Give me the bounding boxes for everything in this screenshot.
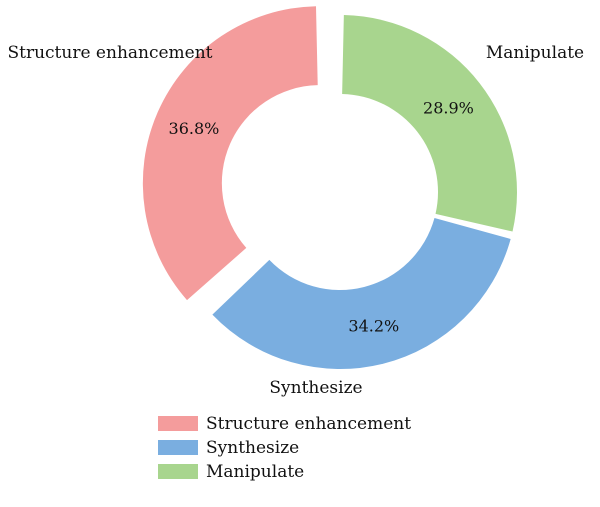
legend-swatch-structure-enhancement bbox=[158, 416, 198, 431]
pct-label-structure-enhancement: 36.8% bbox=[169, 119, 220, 138]
slices-group bbox=[142, 6, 517, 369]
pct-label-manipulate: 28.9% bbox=[423, 98, 474, 117]
legend-label-synthesize: Synthesize bbox=[206, 438, 299, 458]
legend-label-structure-enhancement: Structure enhancement bbox=[206, 414, 411, 434]
outer-label-manipulate: Manipulate bbox=[486, 43, 584, 63]
slice-structure-enhancement bbox=[142, 6, 318, 301]
legend-swatch-synthesize bbox=[158, 440, 198, 455]
outer-label-synthesize: Synthesize bbox=[269, 378, 362, 398]
outer-label-structure-enhancement: Structure enhancement bbox=[7, 43, 212, 63]
legend-label-manipulate: Manipulate bbox=[206, 462, 304, 482]
legend-swatch-manipulate bbox=[158, 464, 198, 479]
labels-group: 28.9% Manipulate 34.2% Synthesize 36.8% Struc… bbox=[7, 43, 584, 398]
slice-synthesize bbox=[212, 218, 511, 369]
legend: Structure enhancement Synthesize Manipulat… bbox=[158, 414, 411, 482]
slice-manipulate bbox=[342, 15, 517, 232]
pct-label-synthesize: 34.2% bbox=[348, 316, 399, 335]
